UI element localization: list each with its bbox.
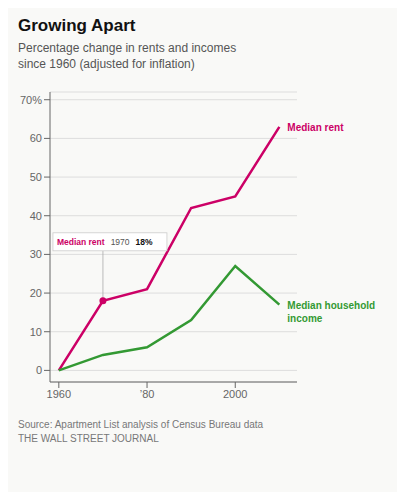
svg-text:1960: 1960 (47, 388, 71, 400)
svg-text:70%: 70% (20, 94, 42, 106)
svg-text:60: 60 (30, 133, 42, 145)
svg-text:2000: 2000 (223, 388, 247, 400)
svg-text:0: 0 (36, 365, 42, 377)
svg-text:20: 20 (30, 287, 42, 299)
svg-text:’80: ’80 (140, 388, 155, 400)
html-text:Percentage change in rents and: Percentage change in rents and incomes s… (18, 41, 237, 72)
svg-text:Median rent197018%: Median rent197018% (57, 237, 153, 247)
svg-text:Median rent: Median rent (287, 122, 344, 133)
svg-text:50: 50 (30, 171, 42, 183)
html-text:Source: Apartment List analysi: Source: Apartment List analysis of Censu… (18, 419, 264, 445)
svg-text:10: 10 (30, 326, 42, 338)
html-text:Growing Apart: Growing Apart (18, 16, 136, 35)
svg-text:Median householdincome: Median householdincome (287, 300, 375, 324)
svg-text:40: 40 (30, 210, 42, 222)
svg-text:30: 30 (30, 249, 42, 261)
